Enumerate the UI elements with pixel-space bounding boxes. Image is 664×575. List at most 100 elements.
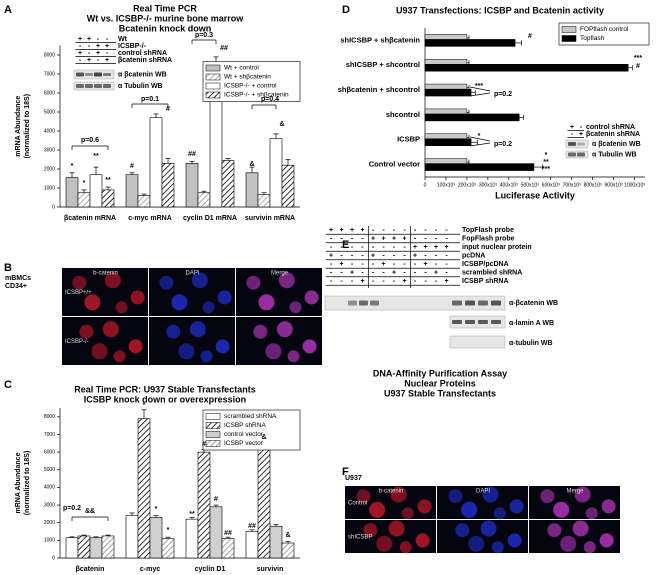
x-tick-label: 200x10³ [458, 182, 476, 188]
sign: - [403, 227, 406, 234]
bar [424, 39, 516, 47]
bar [101, 535, 115, 559]
sign: + [105, 57, 109, 64]
panel-letter: F [342, 466, 349, 478]
sign: - [445, 261, 448, 268]
annotation: # [528, 33, 532, 40]
column-label: b-catenin [379, 489, 404, 495]
bar [89, 537, 103, 559]
sign: - [403, 252, 406, 259]
sign: + [413, 244, 417, 251]
cell [104, 272, 121, 289]
cell [401, 507, 414, 520]
legend-label: control vector [224, 431, 264, 438]
sign: - [88, 50, 91, 57]
bar [161, 538, 175, 559]
y-tick-label: 1000 [44, 185, 55, 191]
legend-label: scrambled shRNA [224, 413, 277, 420]
bar [269, 138, 283, 208]
sign: + [360, 278, 364, 285]
blot-band [577, 142, 585, 146]
legend-label: ICSBP shRNA [224, 422, 266, 429]
error-bar [81, 189, 87, 193]
sign: - [393, 227, 396, 234]
blot [565, 139, 589, 149]
sign: - [79, 43, 82, 50]
sign: - [79, 57, 82, 64]
blot-label: α-βcatenin WB [509, 300, 558, 307]
cell [507, 533, 522, 548]
cell [572, 520, 589, 537]
legend-swatch [205, 431, 221, 438]
cell [509, 499, 524, 514]
bar [101, 189, 115, 208]
y-axis-label: (normalized to 18S) [24, 451, 31, 516]
sign: + [96, 43, 100, 50]
row-label: βcatenin shRNA [118, 57, 172, 64]
cell [128, 339, 143, 354]
panel-letter: D [342, 4, 350, 16]
legend-label: ICSBP vector [224, 440, 264, 447]
annotation: ## [248, 523, 256, 530]
sign: - [424, 227, 427, 234]
error-bar [93, 166, 99, 175]
sign: - [414, 269, 417, 276]
sign: - [330, 244, 333, 251]
error-bar [273, 524, 279, 527]
y-tick-label: 3000 [44, 502, 55, 508]
chart-title: Real Time PCR: U937 Stable Transfectants [74, 384, 255, 394]
sign: - [382, 227, 385, 234]
cell [448, 489, 463, 504]
error-bar [533, 164, 543, 170]
bracket [469, 142, 491, 147]
annotation: ## [220, 45, 228, 52]
legend-label: Wt + control [224, 65, 259, 72]
error-bar [129, 512, 135, 516]
sign: + [423, 261, 427, 268]
annotation: ** [93, 153, 99, 160]
cell [363, 523, 378, 538]
legend-label: FOPflash control [580, 26, 629, 33]
y-tick-label: 7000 [44, 71, 55, 77]
error-bar [201, 190, 207, 193]
panel-header: mBMCs [5, 275, 31, 282]
y-tick-label: 4000 [44, 128, 55, 134]
error-bar [225, 158, 231, 161]
row-label: shICSBP [348, 535, 372, 541]
panel-letter: A [4, 4, 12, 16]
annotation: * [478, 133, 481, 140]
caption: Nuclear Proteins [404, 378, 476, 388]
cell [553, 501, 570, 518]
sign: + [381, 235, 385, 242]
annotation: * [155, 506, 158, 513]
cell [215, 339, 230, 354]
cell [130, 290, 145, 305]
cell [480, 520, 497, 537]
legend-box [558, 22, 650, 46]
bar [125, 174, 139, 208]
sign: + [87, 36, 91, 43]
cell [217, 290, 232, 305]
bar [89, 174, 103, 208]
cell [417, 499, 432, 514]
legend-swatch [205, 422, 221, 429]
sign: - [361, 261, 364, 268]
sign: + [371, 252, 375, 259]
x-tick-label: 800x10³ [584, 182, 602, 188]
x-tick-label: 0 [424, 182, 427, 188]
row-label: ICSBP+/+ [65, 290, 92, 296]
column-label: DAPI [476, 489, 490, 495]
sign: + [434, 269, 438, 276]
y-axis-label: mRNA Abundance [15, 452, 22, 513]
row-label: βcatenin shRNA [586, 131, 640, 138]
blot-band [370, 300, 379, 306]
sign: + [371, 235, 375, 242]
sign: + [329, 252, 333, 259]
annotation: * [143, 402, 146, 409]
sign: + [402, 235, 406, 242]
sign: - [351, 252, 354, 259]
bar [257, 194, 271, 208]
sign: - [424, 235, 427, 242]
column-label: Merge [271, 271, 289, 277]
y-tick-label: Control vector [369, 160, 420, 169]
